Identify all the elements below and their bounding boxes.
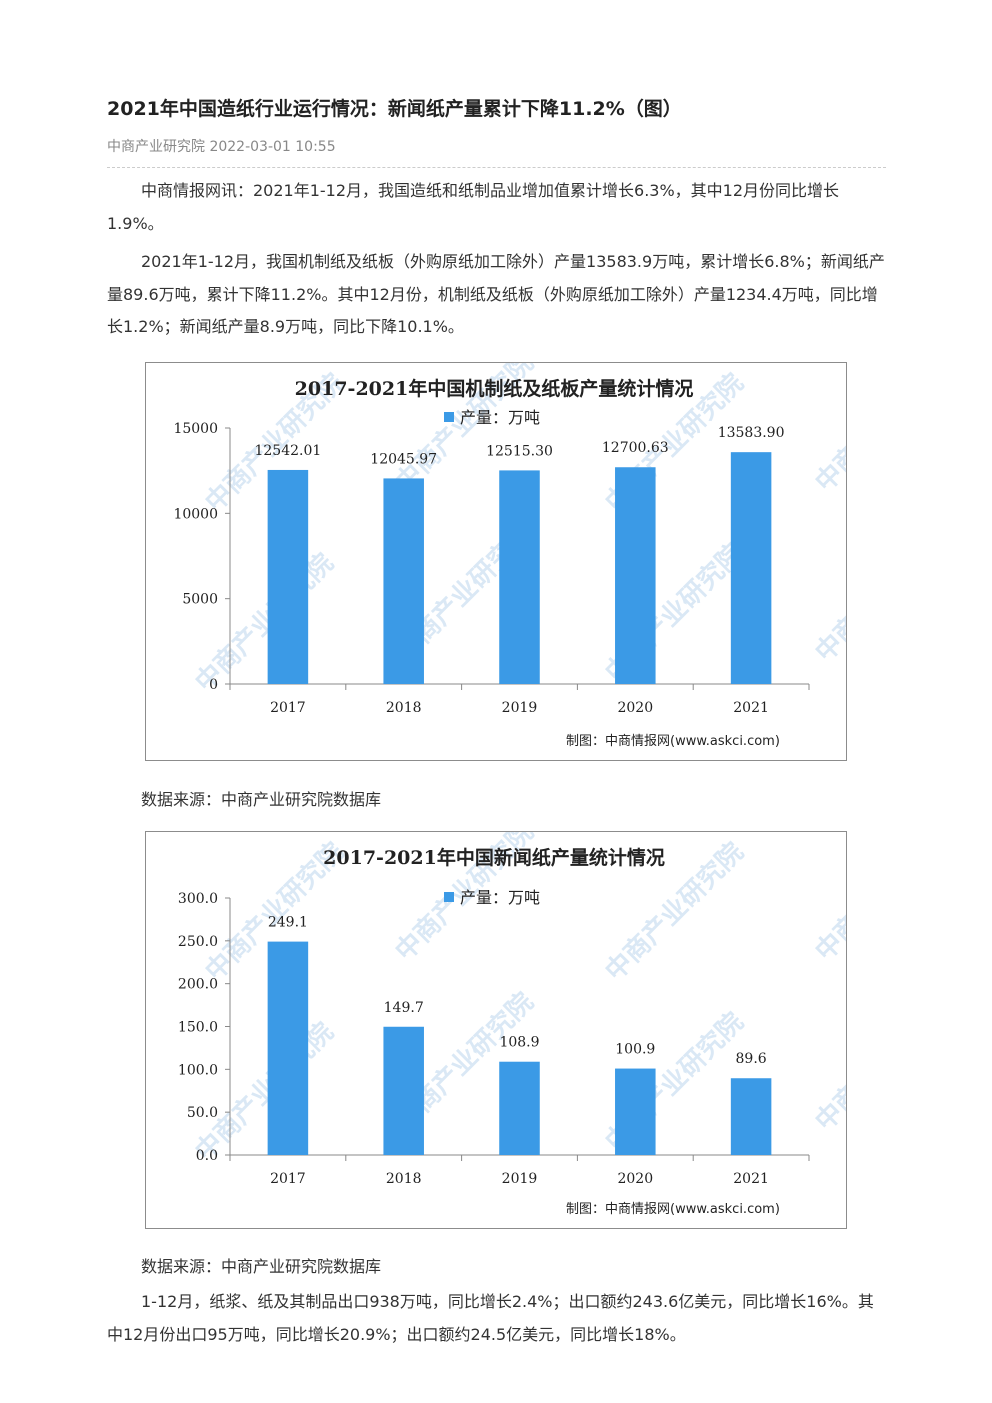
- watermark-text: 中商产业研究院: [189, 547, 340, 698]
- bar-2020: [615, 1068, 656, 1155]
- y-tick-label: 300.0: [178, 891, 218, 907]
- paragraph-2: 2021年1-12月，我国机制纸及纸板（外购原纸加工除外）产量13583.9万吨…: [107, 252, 885, 336]
- y-tick-label: 250.0: [178, 934, 218, 950]
- bar-2020: [615, 467, 656, 684]
- bar-2019: [499, 1061, 540, 1155]
- y-tick-label: 10000: [173, 506, 218, 522]
- y-tick-label: 150.0: [178, 1020, 218, 1036]
- x-category-label: 2020: [617, 1171, 653, 1187]
- data-label: 12045.97: [370, 451, 437, 467]
- chart-title: 2017-2021年中国机制纸及纸板产量统计情况: [295, 377, 694, 400]
- data-label: 13583.90: [718, 425, 785, 441]
- x-category-label: 2018: [386, 1171, 422, 1187]
- bar-2021: [730, 452, 772, 684]
- watermark-text: 中商产业研究院: [809, 986, 846, 1137]
- data-label: 89.6: [736, 1051, 767, 1067]
- x-category-label: 2021: [733, 1171, 769, 1187]
- watermark-text: 中商产业研究院: [189, 1016, 340, 1167]
- y-tick-label: 15000: [173, 421, 218, 437]
- y-tick-label: 50.0: [187, 1105, 218, 1121]
- data-source-caption-2: 数据来源：中商产业研究院数据库: [141, 1257, 382, 1276]
- watermark-text: 中商产业研究院: [809, 517, 846, 668]
- chart-newsprint-production: 中商产业研究院 中商产业研究院 中商产业研究院 中商产业研究院 中商产业研究院 中商产业研…: [145, 831, 847, 1229]
- x-category-label: 2017: [270, 1171, 306, 1187]
- x-category-label: 2018: [386, 700, 422, 716]
- bar-2017: [267, 941, 309, 1155]
- bar-2021: [730, 1078, 772, 1155]
- legend-label: 产量：万吨: [460, 888, 540, 907]
- bar-2018: [383, 1026, 424, 1155]
- bar-2019: [499, 470, 540, 684]
- paragraph-3: 1-12月，纸浆、纸及其制品出口938万吨，同比增长2.4%；出口额约243.6…: [107, 1292, 874, 1344]
- x-category-label: 2021: [733, 700, 769, 716]
- data-source-caption-1: 数据来源：中商产业研究院数据库: [141, 790, 382, 809]
- x-category-label: 2019: [502, 700, 538, 716]
- article-datetime: 2022-03-01 10:55: [209, 139, 336, 155]
- x-category-label: 2020: [617, 700, 653, 716]
- data-label: 149.7: [384, 1000, 424, 1016]
- data-label: 108.9: [499, 1035, 539, 1051]
- data-label: 12542.01: [254, 443, 321, 459]
- bar-2017: [267, 469, 309, 684]
- x-category-label: 2019: [502, 1171, 538, 1187]
- watermark-text: 中商产业研究院: [809, 363, 846, 498]
- legend-label: 产量：万吨: [460, 408, 540, 427]
- chart-credit: 制图：中商情报网(www.askci.com): [566, 1202, 780, 1217]
- legend-swatch: [444, 412, 454, 422]
- chart-credit: 制图：中商情报网(www.askci.com): [566, 734, 780, 749]
- bar-2018: [383, 478, 424, 684]
- legend-swatch: [444, 892, 454, 902]
- y-tick-label: 200.0: [178, 977, 218, 993]
- chart-paperboard-production: 中商产业研究院 中商产业研究院 中商产业研究院 中商产业研究院 中商产业研究院 中商产业研…: [145, 362, 847, 761]
- data-label: 12700.63: [602, 440, 669, 456]
- y-tick-label: 5000: [182, 592, 218, 608]
- paragraph-1: 中商情报网讯：2021年1-12月，我国造纸和纸制品业增加值累计增长6.3%，其…: [107, 181, 840, 233]
- data-label: 249.1: [268, 915, 308, 931]
- x-category-label: 2017: [270, 700, 306, 716]
- watermark-text: 中商产业研究院: [809, 832, 846, 967]
- article-title: 2021年中国造纸行业运行情况：新闻纸产量累计下降11.2%（图）: [107, 98, 682, 120]
- y-tick-label: 0: [209, 677, 218, 693]
- chart-title: 2017-2021年中国新闻纸产量统计情况: [323, 846, 665, 869]
- data-label: 100.9: [615, 1042, 655, 1058]
- article-source[interactable]: 中商产业研究院: [107, 139, 205, 155]
- y-tick-label: 100.0: [178, 1062, 218, 1078]
- title-divider: [107, 167, 886, 168]
- article-meta: 中商产业研究院 2022-03-01 10:55: [107, 136, 336, 156]
- y-tick-label: 0.0: [196, 1148, 218, 1164]
- data-label: 12515.30: [486, 443, 553, 459]
